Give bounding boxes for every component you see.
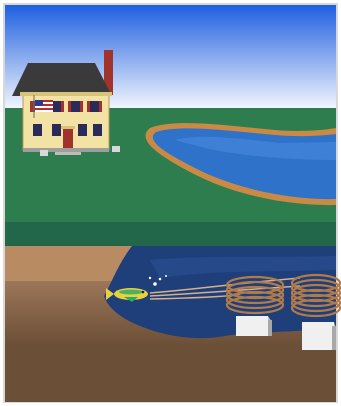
window [93,124,102,136]
bubbles [148,275,167,286]
fish-icon [106,288,148,302]
window [90,101,99,112]
soil-bottom [5,346,336,402]
window [33,124,42,136]
coil-icon [290,273,341,318]
coil-icon [225,275,285,315]
shutter [61,101,64,112]
shutter [80,101,83,112]
underground-water-shade [150,256,336,278]
door [63,128,73,150]
window [71,101,80,112]
door-frame [61,126,75,129]
window [52,101,61,112]
coil-support-block [236,316,272,336]
coil-support-block [302,322,336,350]
shutter [87,101,90,112]
chimney [104,50,113,95]
foundation [23,148,109,152]
flag-icon [33,95,53,118]
heat-pump-icon [40,146,120,156]
porch-step [55,152,81,155]
shutter [30,101,33,112]
shutter [99,101,102,112]
house-trim [20,92,112,96]
window [78,124,87,136]
window [52,124,61,136]
pond-highlight [175,136,336,160]
roof [12,63,112,96]
shutter [68,101,71,112]
grass-foreground [5,222,336,248]
